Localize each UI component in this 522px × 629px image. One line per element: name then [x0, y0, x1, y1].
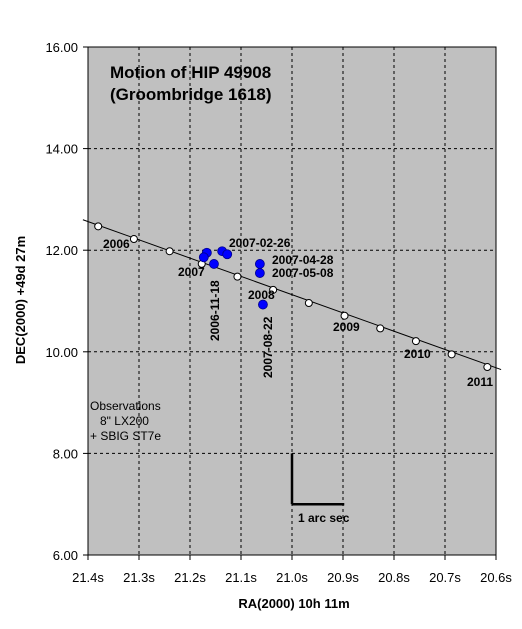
year-label-2011: 2011 — [467, 375, 493, 389]
year-label-2009: 2009 — [333, 320, 360, 334]
y-tick-label: 16.00 — [45, 40, 78, 55]
predicted-path-line — [82, 219, 502, 371]
observation-point-7 — [254, 268, 265, 278]
y-tick-label: 10.00 — [45, 345, 78, 360]
x-tick-label: 21.0s — [276, 570, 308, 585]
path-point-5 — [233, 272, 242, 281]
x-axis-title: RA(2000) 10h 11m — [238, 596, 349, 611]
year-label-2007: 2007 — [178, 265, 205, 279]
path-point-1 — [94, 222, 103, 231]
date-label-2007-04-28: 2007-04-28 — [272, 253, 334, 267]
path-point-9 — [376, 324, 385, 333]
year-label-2008: 2008 — [248, 288, 275, 302]
x-tick-label: 20.9s — [327, 570, 359, 585]
path-point-11 — [447, 350, 456, 359]
x-tick-label: 21.2s — [174, 570, 206, 585]
date-label-2007-02-26: 2007-02-26 — [229, 236, 291, 250]
x-tick-label: 21.3s — [123, 570, 155, 585]
observation-point-8 — [258, 299, 268, 310]
scale-bar-label: 1 arc sec — [298, 511, 350, 525]
y-tick-label: 12.00 — [45, 243, 78, 258]
x-tick-label: 20.6s — [480, 570, 512, 585]
y-axis-title: DEC(2000) +49d 27m — [13, 236, 28, 364]
date-label-2006-11-18: 2006-11-18 — [208, 280, 222, 341]
date-label-2007-05-08: 2007-05-08 — [272, 266, 334, 280]
x-tick-label: 21.1s — [225, 570, 257, 585]
path-point-12 — [483, 363, 492, 372]
note-line-3: + SBIG ST7e — [90, 429, 161, 443]
observation-point-5 — [222, 249, 233, 260]
chart-title-line-1: Motion of HIP 49908 — [110, 63, 271, 82]
y-tick-label: 6.00 — [53, 548, 78, 563]
path-point-6 — [269, 285, 278, 294]
path-point-10 — [411, 337, 420, 346]
observation-point-6 — [254, 259, 265, 269]
path-point-8 — [340, 311, 349, 320]
path-point-7 — [304, 299, 313, 308]
y-tick-label: 14.00 — [45, 142, 78, 157]
note-line-1: Observations — [90, 399, 161, 413]
x-tick-label: 20.8s — [378, 570, 410, 585]
y-tick-label: 8.00 — [53, 446, 78, 461]
year-label-2006: 2006 — [103, 237, 130, 251]
x-tick-label: 21.4s — [72, 570, 104, 585]
note-line-2: 8" LX200 — [100, 414, 149, 428]
date-label-2007-08-22: 2007-08-22 — [261, 316, 275, 378]
observation-point-2 — [198, 252, 209, 263]
x-tick-label: 20.7s — [429, 570, 461, 585]
chart-title-line-2: (Groombridge 1618) — [110, 85, 272, 104]
observation-point-3 — [209, 259, 219, 269]
year-label-2010: 2010 — [404, 347, 431, 361]
path-point-2 — [129, 235, 138, 244]
path-point-3 — [165, 247, 174, 256]
